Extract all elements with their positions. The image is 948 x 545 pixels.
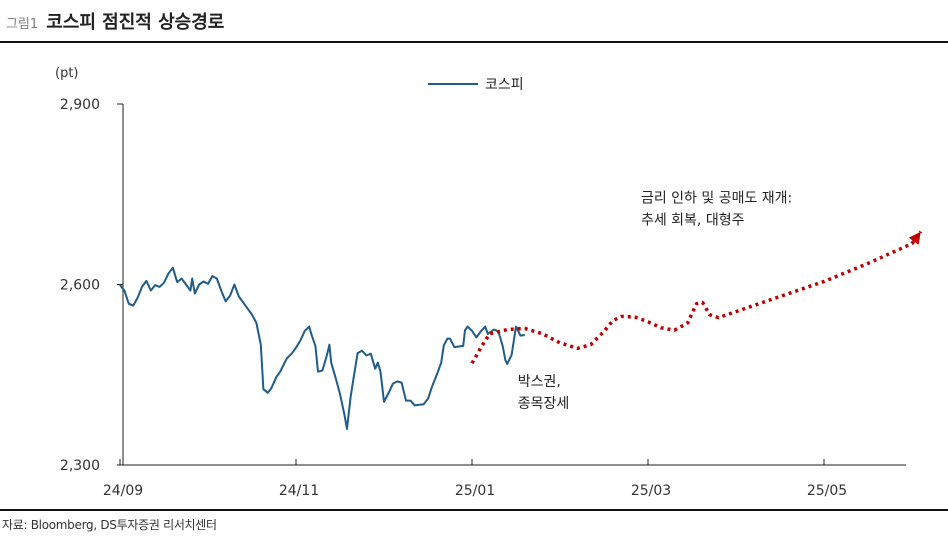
x-tick-label: 25/05 <box>807 483 847 499</box>
kospi-series-line <box>119 266 525 430</box>
bottom-rule <box>0 509 948 511</box>
annotations: 박스권, 종목장세 금리 인하 및 공매도 재개: 추세 회복, 대형주 <box>518 191 793 413</box>
top-rule <box>0 41 948 43</box>
legend-label: 코스피 <box>485 77 524 93</box>
x-tick-label: 24/09 <box>103 483 143 499</box>
annotation-box-line: 종목장세 <box>518 396 570 412</box>
y-ticks: 2,300 2,600 2,900 <box>60 97 123 474</box>
forecast-arrowhead <box>908 231 921 245</box>
x-tick-label: 24/11 <box>279 483 319 499</box>
annotation-recovery-line: 금리 인하 및 공매도 재개: <box>641 191 792 207</box>
x-tick-label: 25/01 <box>455 483 495 499</box>
annotation-recovery-line: 추세 회복, 대형주 <box>641 213 745 229</box>
figure-source: 자료: Bloomberg, DS투자증권 리서치센터 <box>2 518 217 532</box>
y-tick-label: 2,300 <box>60 458 100 474</box>
legend: 코스피 <box>428 77 524 93</box>
x-ticks: 24/09 24/11 25/01 25/03 25/05 <box>103 459 847 499</box>
figure-header: 그림1 코스피 점진적 상승경로 <box>6 8 942 38</box>
x-tick-label: 25/03 <box>631 483 671 499</box>
figure-title: 코스피 점진적 상승경로 <box>46 12 225 33</box>
y-tick-label: 2,900 <box>60 97 100 113</box>
y-tick-label: 2,600 <box>60 278 100 294</box>
y-axis-unit: (pt) <box>55 66 79 81</box>
forecast-path-line <box>470 230 923 365</box>
figure-number: 그림1 <box>6 17 39 32</box>
annotation-box-line: 박스권, <box>518 374 561 390</box>
series-group <box>119 230 923 430</box>
